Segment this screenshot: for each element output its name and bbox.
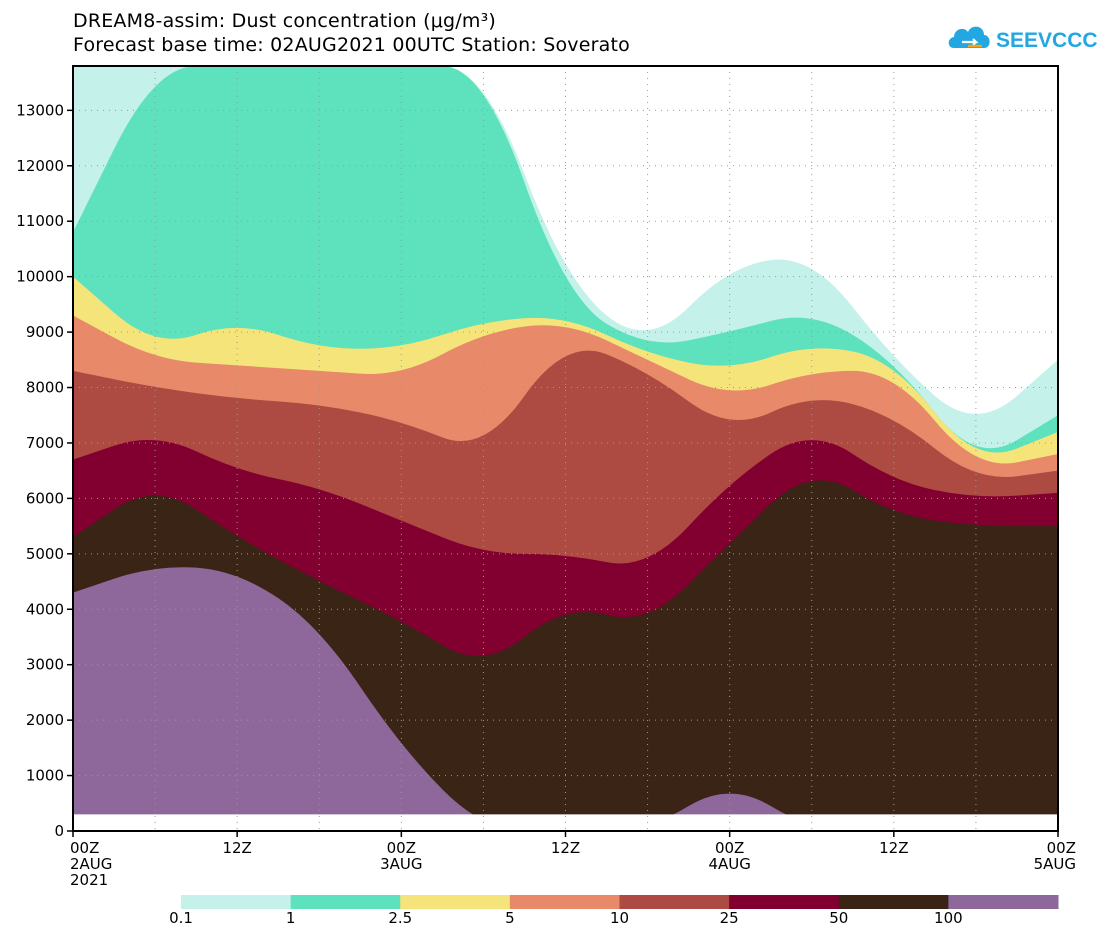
legend-swatch-25	[729, 895, 840, 909]
legend-swatch-100	[948, 895, 1059, 909]
y-tick-label: 12000	[16, 157, 64, 175]
y-tick-label: 2000	[26, 711, 64, 729]
x-tick-label: 12Z	[879, 839, 908, 857]
chart-subtitle: Forecast base time: 02AUG2021 00UTC Stat…	[73, 34, 630, 56]
x-tick-label: 00Z	[715, 839, 744, 857]
chart-title: DREAM8-assim: Dust concentration (μg/m³)	[73, 10, 497, 32]
legend-swatch-5	[509, 895, 620, 909]
legend-label: 2.5	[388, 909, 412, 927]
legend-swatch-50	[838, 895, 949, 909]
x-tick-label: 3AUG	[380, 855, 422, 873]
contour-band-100	[73, 567, 1058, 831]
x-tick-label: 4AUG	[708, 855, 750, 873]
y-tick-label: 3000	[26, 656, 64, 674]
grid-lines	[73, 66, 1058, 831]
cloud-icon	[948, 26, 990, 48]
legend-label: 5	[505, 909, 515, 927]
y-tick-label: 0	[54, 822, 64, 840]
legend-label: 50	[829, 909, 848, 927]
y-tick-label: 8000	[26, 379, 64, 397]
seevccc-logo: SEEVCCC	[948, 26, 1098, 52]
legend-swatch-0.1	[181, 895, 292, 909]
y-tick-label: 11000	[16, 212, 64, 230]
x-tick-label: 00Z	[387, 839, 416, 857]
legend-label: 10	[610, 909, 629, 927]
y-tick-label: 10000	[16, 268, 64, 286]
color-legend: 0.1 1 2.5 5 10 25 50 100	[169, 895, 1059, 927]
x-tick-label: 12Z	[551, 839, 580, 857]
x-tick-label: 00Z	[1047, 839, 1076, 857]
y-tick-label: 13000	[16, 101, 64, 119]
y-tick-label: 7000	[26, 434, 64, 452]
legend-label: 0.1	[169, 909, 193, 927]
legend-swatch-10	[619, 895, 730, 909]
y-axis: 0 1000 2000 3000 4000 5000 6000 7000 8000 9000 100…	[16, 101, 73, 840]
plot-area	[72, 65, 1059, 832]
y-tick-label: 4000	[26, 600, 64, 618]
x-tick-label: 00Z	[70, 839, 99, 857]
legend-swatch-1	[290, 895, 401, 909]
x-tick-label: 5AUG	[1034, 855, 1076, 873]
logo-text: SEEVCCC	[996, 29, 1098, 52]
legend-label: 100	[934, 909, 963, 927]
y-tick-label: 6000	[26, 489, 64, 507]
legend-label: 1	[286, 909, 296, 927]
y-tick-label: 9000	[26, 323, 64, 341]
y-tick-label: 1000	[26, 767, 64, 785]
y-tick-label: 5000	[26, 545, 64, 563]
x-tick-label: 2AUG	[70, 855, 112, 873]
x-tick-label: 12Z	[222, 839, 251, 857]
legend-swatch-2.5	[400, 895, 511, 909]
x-tick-label: 2021	[70, 871, 108, 889]
legend-label: 25	[720, 909, 739, 927]
